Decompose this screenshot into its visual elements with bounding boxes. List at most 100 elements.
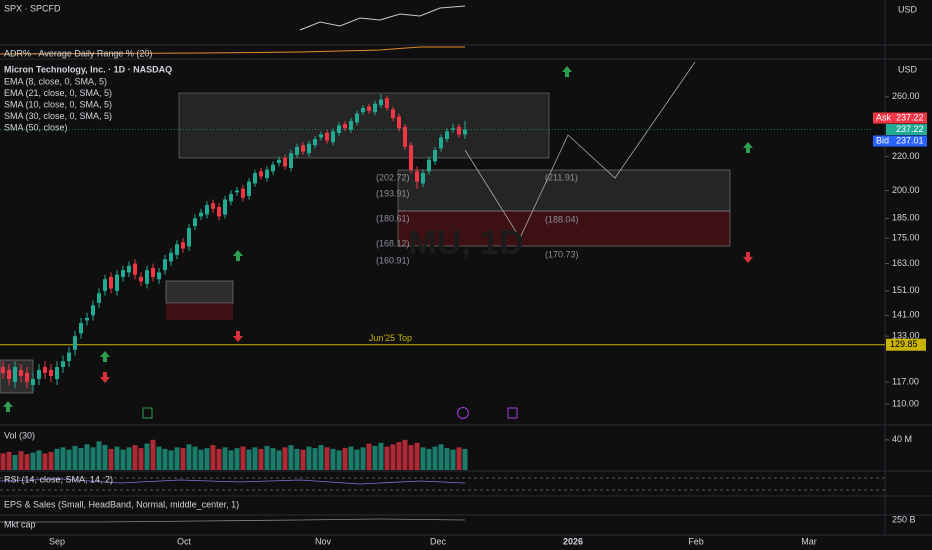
- volume-bar: [180, 448, 186, 470]
- volume-bar: [444, 448, 450, 470]
- candle-body: [199, 212, 203, 217]
- x-tick-label: Nov: [315, 536, 332, 546]
- volume-bar: [390, 444, 396, 470]
- level-annotation: (180.61): [376, 213, 410, 223]
- candle-body: [1, 367, 5, 373]
- y-tick-label: 175.00: [892, 233, 920, 243]
- candle-body: [283, 158, 287, 167]
- volume-bar: [48, 451, 54, 470]
- volume-bar: [90, 447, 96, 470]
- volume-bar: [204, 448, 210, 470]
- candle-body: [241, 188, 245, 198]
- y-tick-label: 133.00: [892, 331, 920, 341]
- candle-body: [169, 252, 173, 262]
- candle-body: [115, 274, 119, 291]
- zone-box: [397, 210, 731, 247]
- earnings-icon[interactable]: [507, 407, 518, 419]
- x-tick-label: Oct: [177, 536, 192, 546]
- volume-bar: [162, 448, 168, 470]
- volume-bar: [450, 449, 456, 470]
- volume-bar: [144, 443, 150, 470]
- candle-body: [277, 159, 281, 164]
- candle-body: [433, 150, 437, 162]
- price-tag-label: 129.85: [890, 339, 918, 349]
- volume-bar: [168, 450, 174, 470]
- candle-body: [133, 263, 137, 275]
- y-tick-label: 151.00: [892, 285, 920, 295]
- pane-title: Vol (30): [4, 430, 35, 440]
- volume-bar: [120, 449, 126, 470]
- candle-body: [361, 107, 365, 113]
- volume-bar: [216, 448, 222, 470]
- price-tag: [873, 112, 927, 124]
- volume-bar: [378, 442, 384, 470]
- event-icon[interactable]: [457, 407, 469, 419]
- y-tick-label: 117.00: [892, 376, 919, 386]
- zone-box: [397, 169, 731, 212]
- volume-bar: [24, 454, 30, 470]
- spx-line: [299, 5, 466, 31]
- level-label: Jun'25 Top: [369, 333, 412, 343]
- volume-bar: [324, 447, 330, 470]
- candle-body: [445, 131, 449, 140]
- volume-bar: [174, 447, 180, 470]
- candle-body: [319, 134, 323, 138]
- mkt-cap-line: [0, 518, 466, 523]
- y-tick-label: 260.00: [892, 91, 920, 101]
- volume-bar: [276, 450, 282, 470]
- volume-bar: [330, 448, 336, 470]
- volume-bar: [348, 446, 354, 470]
- volume-bar: [372, 445, 378, 470]
- volume-bar: [42, 453, 48, 470]
- candle-body: [157, 272, 161, 280]
- volume-bar: [258, 448, 264, 470]
- volume-bar: [114, 446, 120, 470]
- zone-box: [178, 92, 550, 159]
- price-tag-label: Ask: [876, 112, 892, 122]
- candle-body: [187, 228, 191, 247]
- chart-title: Micron Technology, Inc. · 1D · NASDAQ: [4, 64, 172, 74]
- indicator-legend: SMA (30, close, 0, SMA, 5): [4, 111, 112, 121]
- level-annotation: (202.72): [376, 172, 410, 182]
- y-tick-label: 185.00: [892, 213, 920, 223]
- currency: USD: [898, 4, 918, 14]
- arrows: [3, 66, 753, 412]
- candle-body: [301, 145, 305, 152]
- volume-bar: [432, 446, 438, 470]
- volume-bar: [126, 447, 132, 470]
- candle-body: [439, 137, 443, 149]
- candle-body: [79, 323, 83, 334]
- pane-title: EPS & Sales (Small, HeadBand, Normal, mi…: [4, 499, 239, 509]
- y-tick-label: 200.00: [892, 185, 920, 195]
- candle-body: [205, 205, 209, 215]
- rsi-line: [0, 478, 466, 485]
- candle-body: [313, 139, 317, 146]
- down-arrow: [100, 372, 110, 383]
- candle-body: [73, 336, 77, 350]
- level-annotation: (193.91): [376, 188, 410, 198]
- volume-bar: [426, 448, 432, 470]
- candle-body: [385, 98, 389, 108]
- volume-bar: [402, 439, 408, 470]
- volume-bar: [102, 445, 108, 470]
- up-arrow: [3, 401, 13, 412]
- zone-box: [165, 280, 234, 304]
- volume-bar: [186, 444, 192, 470]
- candle-body: [49, 369, 53, 376]
- level-annotation: (160.91): [376, 255, 410, 265]
- candle-body: [247, 181, 251, 196]
- price-tag-value: 237.22: [896, 124, 924, 134]
- adr-line: [0, 46, 465, 55]
- x-tick-label: Dec: [430, 536, 447, 546]
- x-tick-label: Feb: [688, 536, 704, 546]
- volume-bar: [228, 450, 234, 470]
- volume-bar: [192, 446, 198, 470]
- volume-bar: [414, 442, 420, 470]
- candle-body: [271, 164, 275, 172]
- y-tick-label: 110.00: [892, 398, 919, 408]
- candle-body: [307, 143, 311, 154]
- volume-bar: [366, 443, 372, 470]
- earnings-icon[interactable]: [142, 407, 153, 419]
- candle-body: [67, 352, 71, 362]
